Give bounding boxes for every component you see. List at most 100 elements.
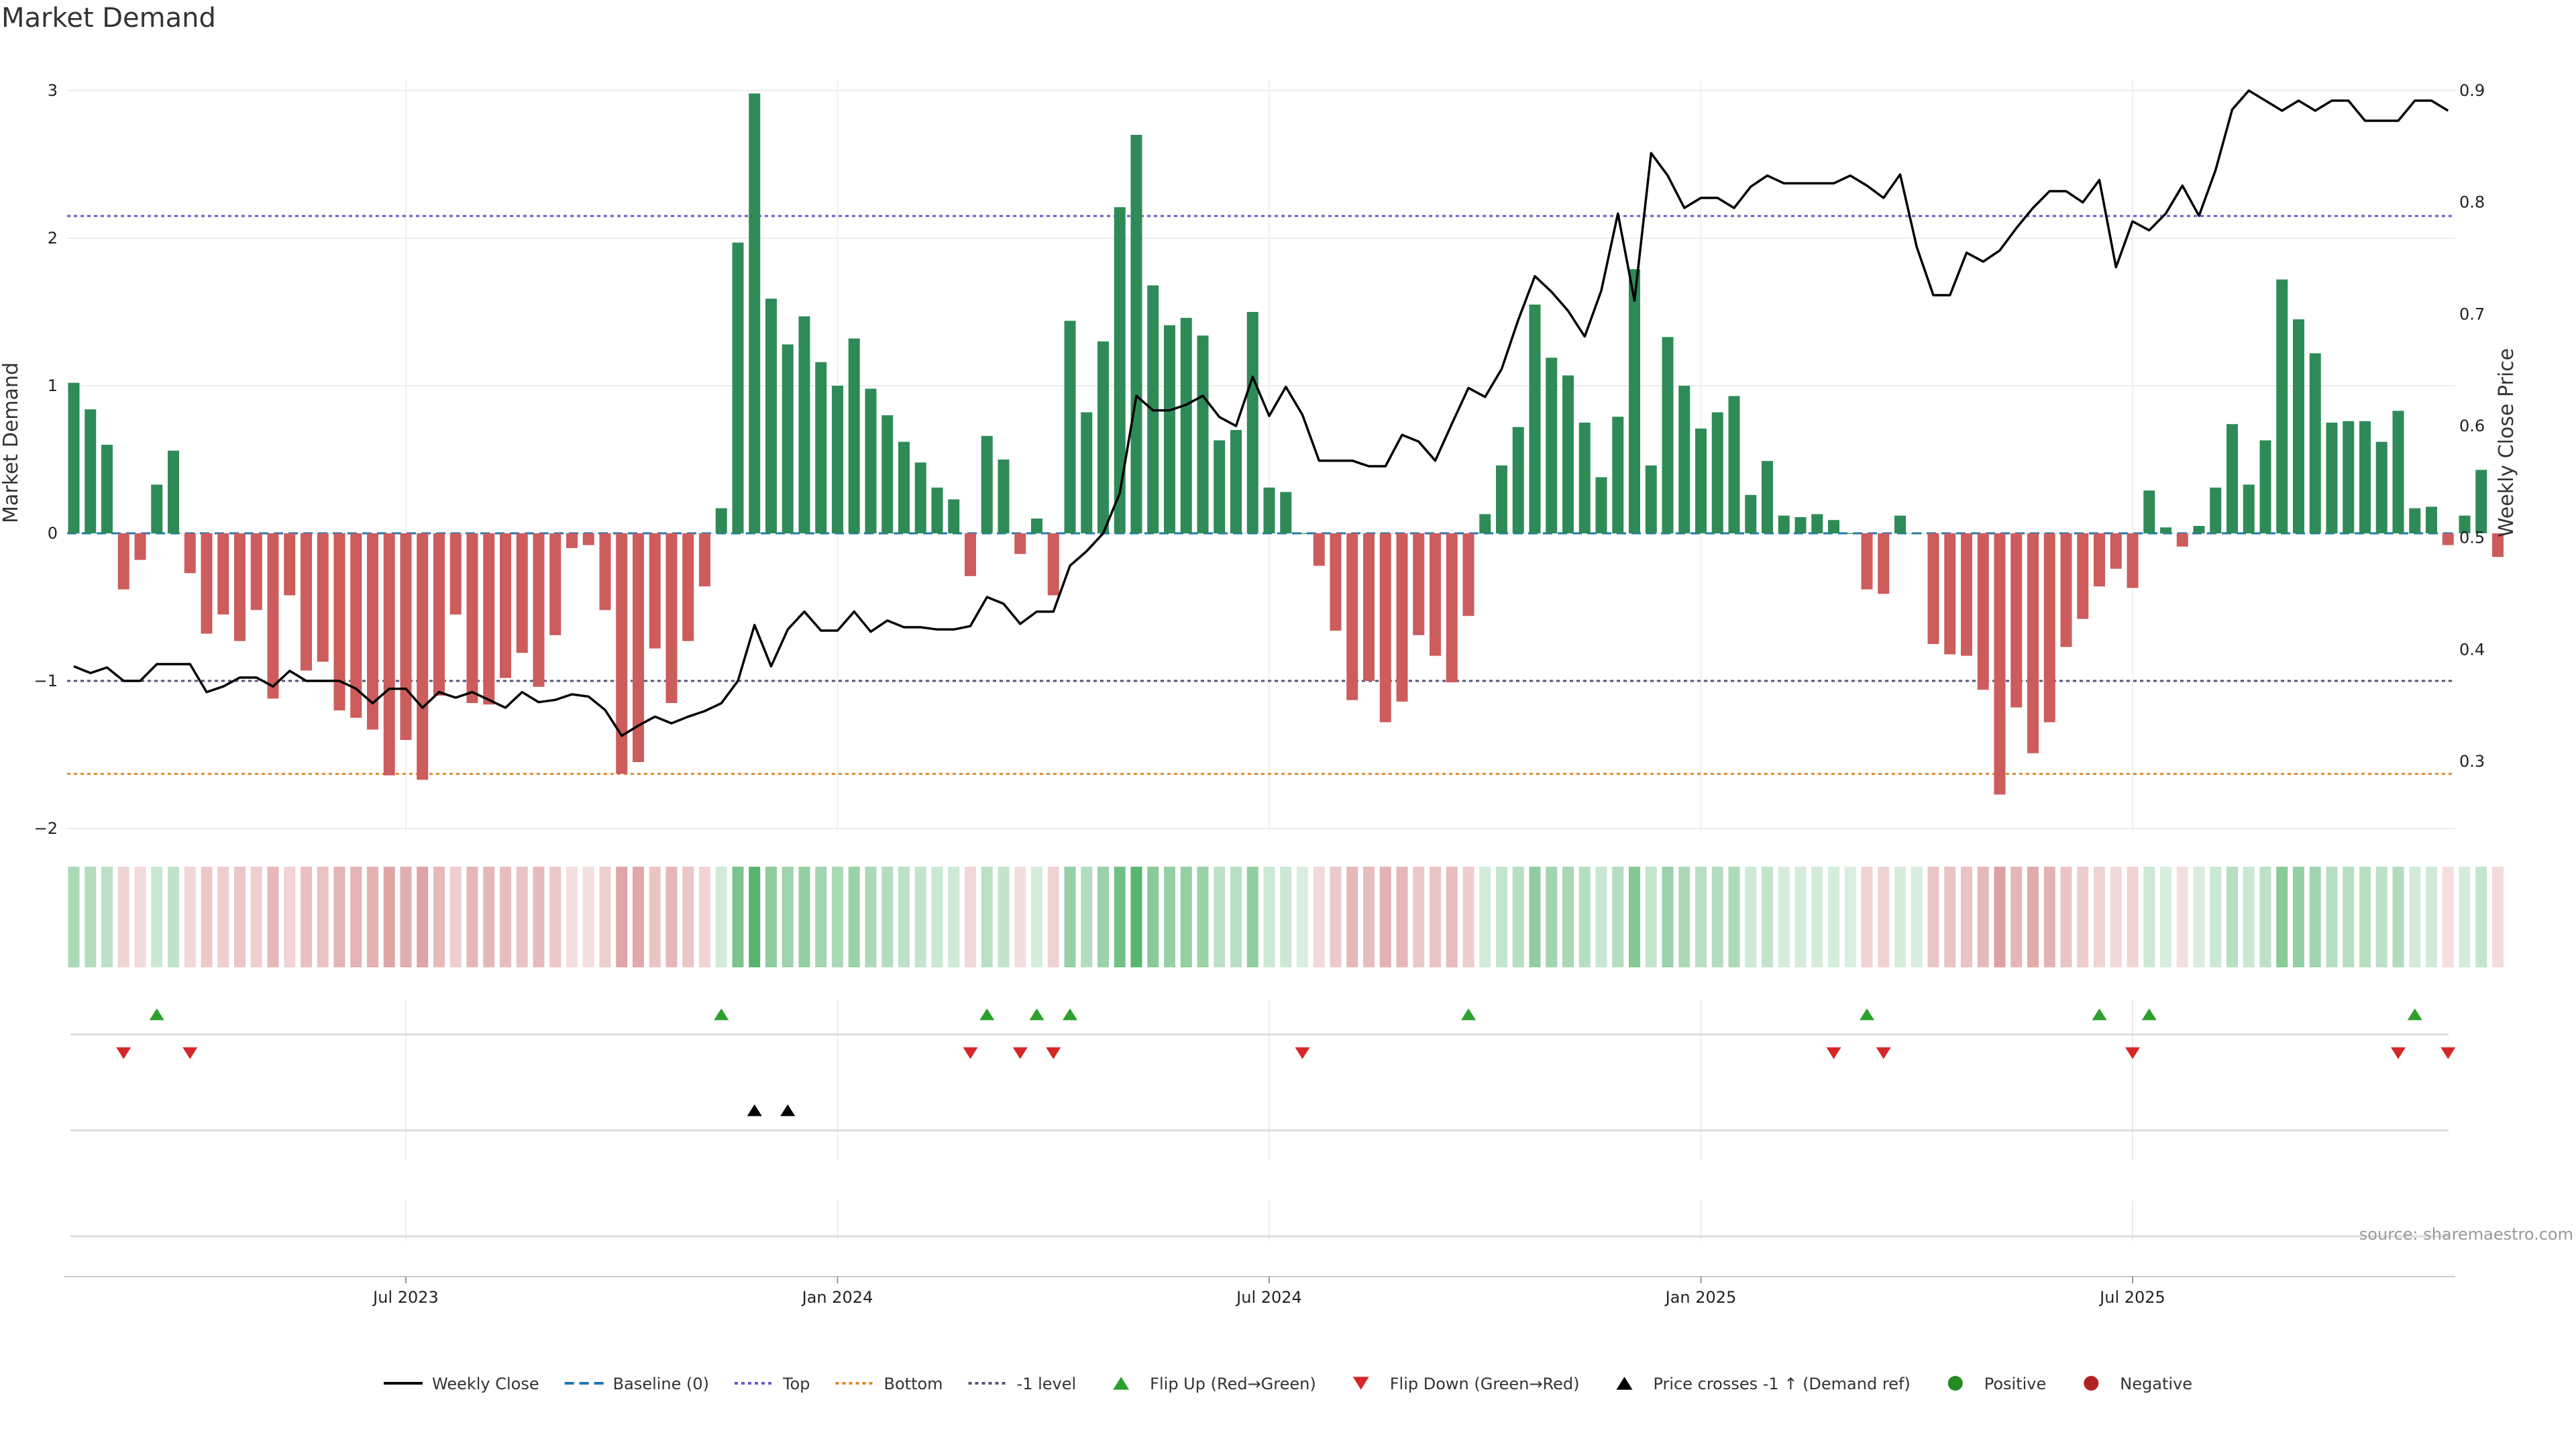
demand-bar — [566, 533, 578, 548]
demand-bar — [699, 533, 710, 587]
heat-cell — [2492, 867, 2504, 967]
heat-cell — [1711, 867, 1723, 967]
heat-cell — [1578, 867, 1591, 967]
demand-bar — [168, 450, 179, 533]
legend-label: Positive — [1984, 1375, 2047, 1393]
heat-cell — [2459, 867, 2471, 967]
heat-cell — [1197, 867, 1209, 967]
heat-cell — [2043, 867, 2055, 967]
legend-item: Weekly Close — [384, 1375, 539, 1393]
demand-bar — [2309, 353, 2321, 533]
heat-cell — [1562, 867, 1574, 967]
flip-up-marker — [149, 1008, 164, 1020]
heat-cell — [1994, 867, 2006, 967]
y-tick-label: 3 — [48, 81, 58, 100]
heat-cell — [301, 867, 312, 967]
chart-title: Market Demand — [1, 3, 216, 34]
heat-cell — [948, 867, 960, 967]
y2-tick-label: 0.9 — [2459, 81, 2485, 100]
heat-cell — [267, 867, 279, 967]
heat-cell — [2143, 867, 2155, 967]
demand-bar — [1280, 492, 1292, 533]
demand-bar — [1047, 533, 1059, 596]
heat-cell — [1313, 867, 1325, 967]
heat-cell — [2160, 867, 2171, 967]
heat-cell — [1977, 867, 1989, 967]
legend-item: Baseline (0) — [564, 1375, 709, 1393]
demand-bar — [1662, 337, 1674, 533]
demand-bar — [2492, 533, 2504, 557]
demand-bar — [998, 460, 1010, 533]
demand-bar — [1396, 533, 1408, 702]
demand-bar — [2359, 421, 2371, 533]
demand-bar — [1878, 533, 1890, 594]
demand-bar — [1097, 341, 1109, 533]
demand-bar — [1629, 269, 1640, 533]
flip-down-marker — [1826, 1047, 1841, 1059]
flip-up-marker — [979, 1008, 995, 1020]
heat-cell — [1379, 867, 1391, 967]
heat-cell — [2243, 867, 2255, 967]
heat-cell — [1861, 867, 1873, 967]
heat-cell — [1645, 867, 1657, 967]
flip-markers-panel — [70, 1008, 2456, 1059]
heat-cell — [1462, 867, 1474, 967]
weekly-close-line-path — [73, 89, 2449, 737]
demand-bar — [500, 533, 511, 678]
heat-cell — [616, 867, 628, 967]
heat-cell — [1097, 867, 1109, 967]
heat-cell — [1894, 867, 1906, 967]
demand-bar — [516, 533, 528, 653]
demand-bar — [1430, 533, 1441, 656]
price-cross-marker — [780, 1104, 796, 1116]
legend-label: Negative — [2120, 1375, 2192, 1393]
demand-bar — [2243, 484, 2255, 533]
price-cross-panel — [70, 1104, 2449, 1238]
heat-cell — [1911, 867, 1923, 967]
demand-bar — [1994, 533, 2006, 795]
heat-cell — [1346, 867, 1358, 967]
demand-bar — [2110, 533, 2122, 569]
y2-tick-label: 0.5 — [2459, 529, 2485, 547]
flip-up-marker — [2141, 1008, 2157, 1020]
heat-cell — [931, 867, 943, 967]
demand-bar — [383, 533, 395, 775]
demand-bar — [1246, 312, 1258, 533]
demand-bar — [2276, 279, 2288, 533]
demand-bar — [749, 93, 761, 533]
heat-cell — [699, 867, 710, 967]
demand-bar — [1927, 533, 1939, 644]
flip-up-marker — [1461, 1008, 1476, 1020]
y2-tick-label: 0.7 — [2459, 305, 2485, 323]
heat-cell — [68, 867, 80, 967]
heat-cell — [965, 867, 976, 967]
demand-bar — [1595, 477, 1607, 533]
heat-cell — [881, 867, 894, 967]
demand-bar — [914, 462, 926, 533]
demand-bar — [1114, 207, 1126, 533]
heat-cell — [250, 867, 262, 967]
demand-bar — [2210, 487, 2222, 533]
heat-cell — [2409, 867, 2421, 967]
demand-bar — [2077, 533, 2089, 619]
heat-cell — [1014, 867, 1026, 967]
demand-bar — [2392, 411, 2404, 533]
demand-bar — [367, 533, 378, 730]
demand-bar — [449, 533, 462, 614]
demand-bar — [417, 533, 429, 780]
legend-swatch-triangle-up — [1113, 1377, 1130, 1390]
demand-bar — [782, 344, 794, 533]
flip-down-marker — [2391, 1047, 2406, 1059]
flip-down-marker — [1046, 1047, 1061, 1059]
heat-cell — [1330, 867, 1342, 967]
demand-bar — [798, 316, 810, 533]
heat-cell — [914, 867, 926, 967]
demand-bar — [1546, 358, 1558, 533]
demand-bar — [948, 499, 960, 533]
heat-cell — [2359, 867, 2371, 967]
heat-cell — [367, 867, 378, 967]
heat-cell — [1612, 867, 1624, 967]
demand-bar — [267, 533, 279, 699]
heat-cell — [1496, 867, 1507, 967]
demand-bar — [549, 533, 561, 635]
